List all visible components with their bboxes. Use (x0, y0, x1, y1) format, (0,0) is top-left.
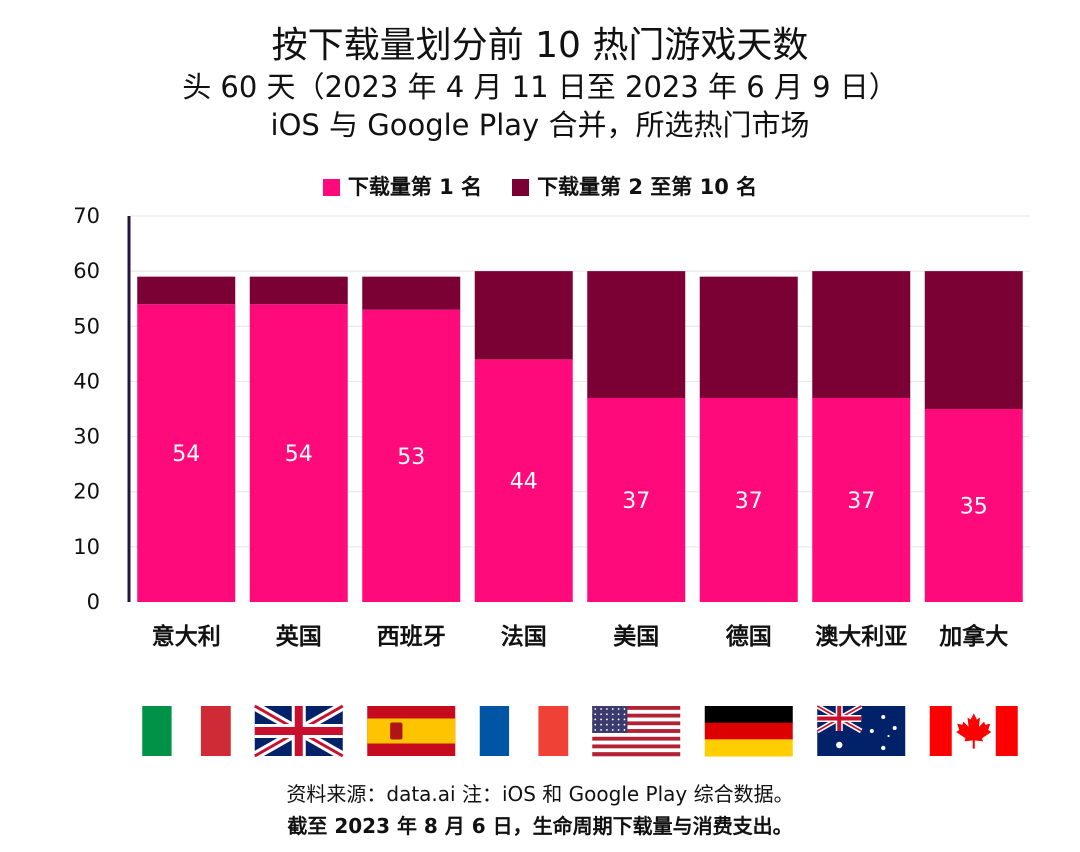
italy-flag (142, 706, 231, 756)
bar-value-label: 54 (285, 442, 313, 467)
y-tick-label: 60 (73, 259, 100, 283)
chart-title: 按下载量划分前 10 热门游戏天数 (271, 25, 809, 66)
x-category-label: 意大利 (152, 623, 221, 650)
france-flag (479, 706, 569, 756)
chart-subtitle-1: 头 60 天（2023 年 4 月 11 日至 2023 年 6 月 9 日） (182, 70, 898, 104)
x-category-label: 英国 (276, 623, 322, 650)
footer: 资料来源：data.ai 注：iOS 和 Google Play 综合数据。 截… (0, 778, 1080, 842)
legend-item-rank-2-10: 下载量第 2 至第 10 名 (512, 172, 757, 202)
date-note: 截至 2023 年 8 月 6 日，生命周期下载量与消费支出。 (287, 814, 793, 838)
bar-segment-rank-2-10 (587, 271, 686, 398)
y-tick-label: 30 (73, 425, 100, 449)
canada-flag (929, 706, 1018, 756)
bar-segment-rank-2-10 (924, 271, 1023, 409)
bar-segment-rank-1 (249, 304, 348, 602)
usa-flag (592, 706, 681, 757)
bar-segment-rank-1 (699, 397, 798, 602)
legend-label-rank-1: 下载量第 1 名 (347, 175, 483, 199)
bar-value-label: 53 (397, 445, 425, 470)
bar-segment-rank-1 (474, 359, 573, 602)
x-category-label: 西班牙 (377, 624, 446, 650)
bar-value-label: 44 (510, 470, 538, 495)
bar-segment-rank-1 (137, 304, 236, 602)
bar-segment-rank-1 (924, 409, 1023, 602)
legend-swatch-rank-2-10 (512, 178, 530, 196)
spain-flag (367, 706, 456, 756)
y-tick-label: 0 (87, 590, 100, 614)
bar-segment-rank-2-10 (699, 276, 798, 398)
title-block: 按下载量划分前 10 热门游戏天数 头 60 天（2023 年 4 月 11 日… (0, 24, 1080, 144)
germany-flag (704, 706, 793, 757)
x-category-label: 加拿大 (938, 623, 1008, 650)
bar-segment-rank-2-10 (362, 276, 461, 310)
bar-segment-rank-1 (812, 397, 911, 602)
bar-value-label: 37 (847, 489, 875, 514)
y-tick-label: 10 (73, 535, 100, 559)
australia-flag (816, 703, 906, 756)
bar-segment-rank-2-10 (812, 271, 911, 398)
bar-value-label: 54 (172, 442, 200, 467)
x-category-label: 美国 (613, 623, 659, 650)
source-note: 资料来源：data.ai 注：iOS 和 Google Play 综合数据。 (286, 782, 794, 806)
y-tick-label: 50 (73, 314, 100, 338)
chart-subtitle-2: iOS 与 Google Play 合并，所选热门市场 (270, 108, 810, 142)
uk-flag (252, 702, 345, 760)
x-category-label: 法国 (501, 624, 547, 650)
legend-item-rank-1: 下载量第 1 名 (322, 172, 483, 202)
bar-segment-rank-2-10 (249, 276, 348, 305)
bar-segment-rank-1 (587, 397, 686, 602)
bar-segment-rank-2-10 (137, 276, 236, 305)
x-category-label: 德国 (726, 623, 772, 650)
y-tick-label: 20 (73, 480, 100, 504)
bar-value-label: 37 (622, 489, 650, 514)
legend: 下载量第 1 名 下载量第 2 至第 10 名 (0, 172, 1080, 202)
y-tick-label: 70 (73, 204, 100, 228)
y-tick-label: 40 (73, 369, 100, 393)
legend-label-rank-2-10: 下载量第 2 至第 10 名 (537, 175, 758, 199)
legend-swatch-rank-1 (322, 178, 340, 196)
bar-segment-rank-2-10 (474, 271, 573, 360)
bar-value-label: 35 (960, 495, 988, 520)
bar-value-label: 37 (735, 489, 763, 514)
x-category-label: 澳大利亚 (815, 624, 907, 650)
bar-segment-rank-1 (362, 309, 461, 602)
